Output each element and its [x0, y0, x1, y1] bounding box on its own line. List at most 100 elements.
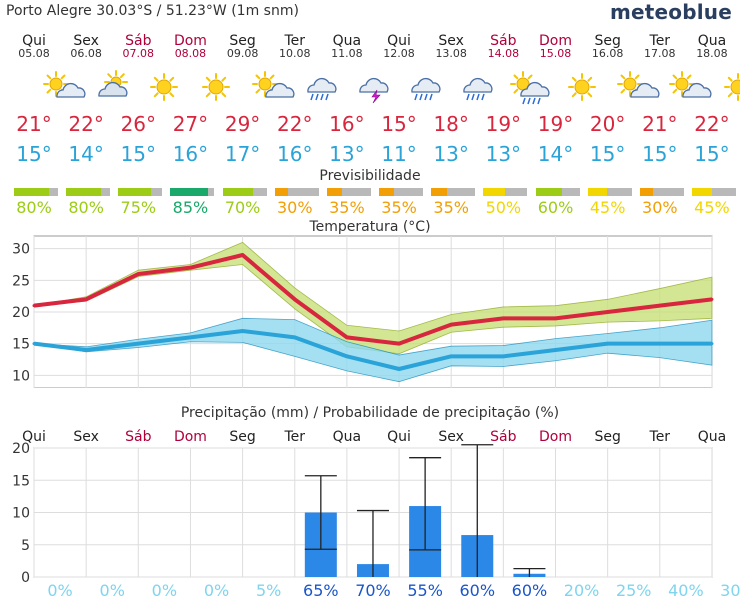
day-name: Qua: [697, 33, 727, 49]
precip-probability: 0%: [204, 581, 229, 600]
sun-icon: [723, 73, 740, 101]
max-temp: 21°: [16, 112, 52, 136]
min-temp-point: [710, 342, 714, 346]
min-temp-point: [658, 342, 662, 346]
max-temp: 19°: [537, 112, 574, 136]
max-temp-point: [397, 342, 401, 346]
day-date: 16.08: [591, 47, 624, 60]
predictability-value: 35%: [433, 198, 469, 217]
precip-probability: 20%: [564, 581, 600, 600]
y-tick-label: 10: [12, 506, 30, 522]
day-date: 08.08: [174, 47, 207, 60]
max-temp-point: [501, 316, 505, 320]
precip-probability: 60%: [459, 581, 495, 600]
y-tick-label: 10: [12, 368, 30, 384]
max-temp-point: [241, 253, 245, 257]
min-temp: 14°: [537, 142, 574, 166]
day-column: Seg 16.08 20° 15°: [582, 0, 660, 170]
temperature-title: Temperatura (°C): [308, 219, 430, 235]
sun-icon: [567, 73, 596, 101]
predictability-bar-fill: [326, 188, 343, 196]
predictability-bar-fill: [222, 188, 254, 196]
precip-probability: 0%: [100, 581, 125, 600]
rain-cloud-icon: [307, 77, 337, 101]
day-column: Sex 06.08 22° 14°: [60, 0, 129, 170]
day-name: Sex: [438, 33, 464, 49]
predictability-value: 75%: [120, 198, 157, 217]
predictability-value: 35%: [329, 198, 365, 217]
x-day-label: Sex: [438, 429, 464, 445]
min-temp-point: [606, 342, 610, 346]
day-name: Qui: [22, 33, 46, 49]
min-temp: 14°: [68, 142, 104, 166]
thunderstorm-icon: [359, 77, 389, 104]
precip-probability: 40%: [668, 581, 704, 600]
precip-probability: 65%: [303, 581, 339, 600]
max-temp: 20°: [589, 112, 626, 136]
max-temp-point: [84, 297, 88, 301]
day-name: Ter: [284, 33, 306, 49]
precip-probability: 5%: [256, 581, 281, 600]
min-temp: 15°: [16, 142, 52, 166]
max-temp: 19°: [485, 112, 522, 136]
predictability-value: 45%: [694, 198, 730, 217]
min-temp: 16°: [277, 142, 313, 166]
day-date: 12.08: [383, 47, 415, 60]
predictability-bar-track: [691, 188, 736, 196]
predictability-bar-fill: [118, 188, 152, 196]
predictability-value: 30%: [276, 198, 313, 217]
predictability-bar-fill: [483, 188, 506, 196]
predictability-bar-fill: [379, 188, 395, 196]
max-temp-point: [449, 323, 453, 327]
y-tick-label: 0: [21, 570, 30, 586]
precip-probability: 55%: [407, 581, 443, 600]
day-name: Ter: [649, 33, 671, 49]
precip-probability: 0%: [152, 581, 177, 600]
max-temp-point: [293, 297, 297, 301]
day-name: Qui: [387, 33, 411, 49]
predictability-bar-fill: [535, 188, 562, 196]
max-temp-point: [658, 304, 662, 308]
predictability-bar-fill: [14, 188, 50, 196]
predictability-bar-fill: [66, 188, 102, 196]
sun-cloud-icon: [251, 71, 295, 98]
precip-probability: 70%: [355, 581, 391, 600]
min-temp-point: [136, 342, 140, 346]
predictability-title: Previsibilidade: [319, 168, 421, 184]
day-date: 14.08: [487, 47, 520, 60]
min-temp: 15°: [642, 142, 678, 166]
brand-logo[interactable]: meteoblue: [609, 0, 732, 24]
predictability-bar-track: [587, 188, 632, 196]
predictability-bar-fill: [691, 188, 712, 196]
day-column: Dom 08.08 27° 16°: [164, 0, 231, 170]
predictability-value: 60%: [537, 198, 574, 217]
max-temp-point: [606, 310, 610, 314]
predictability-value: 80%: [16, 198, 52, 217]
day-column: Ter 17.08 21° 15°: [634, 0, 712, 170]
day-name: Dom: [539, 33, 572, 49]
day-date: 10.08: [279, 47, 311, 60]
day-name: Qua: [332, 33, 362, 49]
min-temp-point: [241, 329, 245, 333]
sun-icon: [202, 73, 231, 101]
max-temp-spread-band: [33, 241, 713, 355]
max-temp: 27°: [172, 112, 209, 136]
x-day-label: Sáb: [490, 429, 516, 445]
predictability-bar-fill: [170, 188, 208, 196]
max-temp: 15°: [381, 112, 417, 136]
max-temp-point: [188, 266, 192, 270]
day-date: 17.08: [644, 47, 676, 60]
max-temp: 22°: [694, 112, 730, 136]
y-tick-label: 15: [12, 337, 30, 353]
day-column: Qua 18.08 22° 15°: [686, 0, 740, 170]
predictability-bar-track: [379, 188, 424, 196]
predictability-value: 70%: [224, 198, 261, 217]
sun-rain-icon: [510, 71, 550, 105]
day-column: Sex 13.08 18° 13°: [425, 0, 493, 170]
day-name: Seg: [229, 33, 256, 49]
precip-probability: 30%: [720, 581, 740, 600]
predictability-bar-track: [639, 188, 684, 196]
day-name: Dom: [173, 33, 207, 49]
max-temp-point: [710, 297, 714, 301]
max-temp: 26°: [120, 112, 157, 136]
